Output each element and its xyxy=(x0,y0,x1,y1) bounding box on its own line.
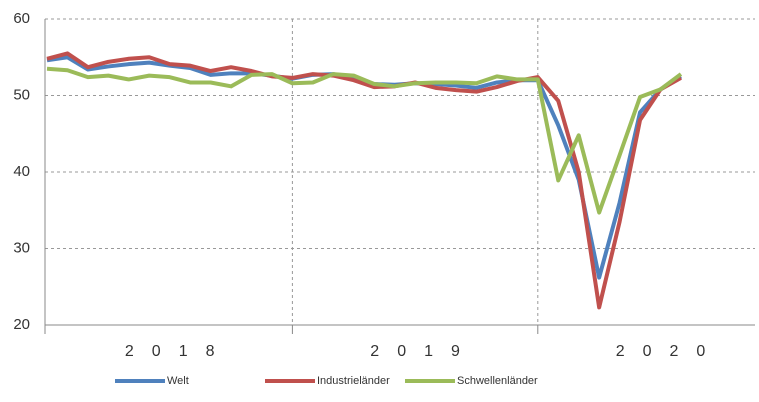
year-label: 2020 xyxy=(616,343,724,360)
legend-label: Welt xyxy=(167,375,189,387)
y-tick-label: 60 xyxy=(13,10,30,27)
series-line xyxy=(46,66,683,215)
y-tick-label: 40 xyxy=(13,163,30,180)
y-tick-label: 20 xyxy=(13,316,30,333)
legend-label: Industrieländer xyxy=(317,375,390,387)
y-tick-label: 30 xyxy=(13,239,30,256)
legend-label: Schwellenländer xyxy=(457,375,538,387)
y-tick-label: 50 xyxy=(13,86,30,103)
series-line xyxy=(46,51,682,310)
year-label: 2018 xyxy=(125,343,233,360)
year-label: 2019 xyxy=(370,343,478,360)
